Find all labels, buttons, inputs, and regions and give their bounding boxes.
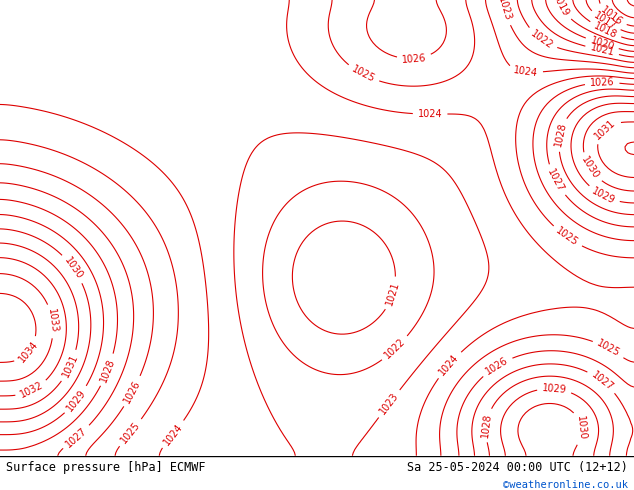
Text: 1025: 1025 (350, 64, 377, 84)
Text: 1031: 1031 (60, 353, 80, 379)
Text: Surface pressure [hPa] ECMWF: Surface pressure [hPa] ECMWF (6, 461, 206, 474)
Text: 1030: 1030 (575, 416, 587, 441)
Text: 1016: 1016 (599, 5, 624, 27)
Text: 1021: 1021 (589, 43, 615, 58)
Text: 1026: 1026 (590, 77, 614, 88)
Text: 1019: 1019 (550, 0, 571, 19)
Text: 1027: 1027 (64, 425, 89, 449)
Text: 1030: 1030 (62, 255, 84, 281)
Text: 1027: 1027 (546, 167, 566, 194)
Text: 1033: 1033 (46, 308, 59, 334)
Text: 1029: 1029 (541, 383, 567, 395)
Text: 1023: 1023 (496, 0, 512, 23)
Text: 1025: 1025 (595, 339, 622, 359)
Text: 1020: 1020 (589, 35, 616, 52)
Text: ©weatheronline.co.uk: ©weatheronline.co.uk (503, 480, 628, 490)
Text: 1022: 1022 (529, 28, 555, 51)
Text: 1024: 1024 (418, 109, 443, 119)
Text: 1028: 1028 (99, 357, 117, 383)
Text: 1026: 1026 (401, 52, 427, 65)
Text: 1029: 1029 (590, 186, 617, 206)
Text: 1034: 1034 (16, 339, 40, 365)
Text: 1027: 1027 (590, 369, 615, 392)
Text: 1024: 1024 (162, 421, 184, 447)
Text: 1024: 1024 (513, 65, 538, 79)
Text: 1018: 1018 (592, 20, 619, 40)
Text: 1026: 1026 (484, 355, 510, 377)
Text: 1032: 1032 (18, 380, 45, 400)
Text: 1025: 1025 (554, 226, 580, 248)
Text: 1026: 1026 (122, 378, 143, 405)
Text: 1029: 1029 (65, 388, 88, 413)
Text: 1025: 1025 (119, 420, 142, 445)
Text: Sa 25-05-2024 00:00 UTC (12+12): Sa 25-05-2024 00:00 UTC (12+12) (407, 461, 628, 474)
Text: 1021: 1021 (384, 280, 401, 307)
Text: 1022: 1022 (383, 337, 408, 361)
Text: 1031: 1031 (593, 117, 618, 141)
Text: 1028: 1028 (480, 412, 493, 438)
Text: 1030: 1030 (579, 155, 601, 181)
Text: 1017: 1017 (592, 11, 618, 32)
Text: 1024: 1024 (437, 352, 461, 377)
Text: 1028: 1028 (553, 122, 567, 147)
Text: 1023: 1023 (378, 391, 401, 416)
